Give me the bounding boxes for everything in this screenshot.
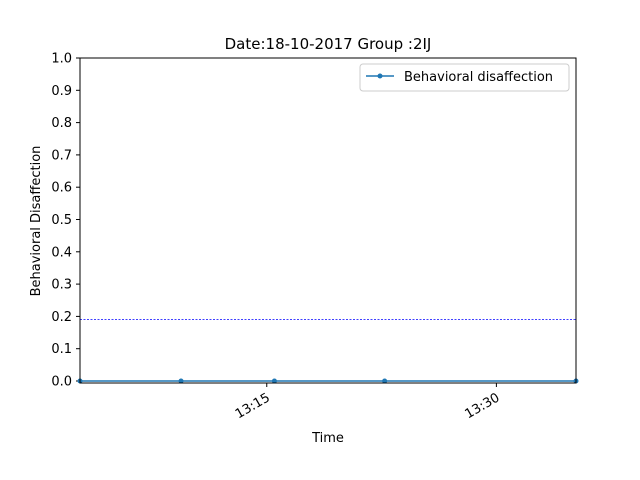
y-tick-label: 0.3 [51, 278, 72, 293]
y-tick-label: 1.0 [51, 52, 72, 67]
y-tick-label: 0.0 [51, 375, 72, 390]
data-point [178, 378, 184, 384]
series-layer [77, 378, 579, 384]
legend-entry-label: Behavioral disaffection [404, 70, 553, 85]
legend: Behavioral disaffection [359, 63, 570, 92]
chart-title: Date:18-10-2017 Group :2IJ [225, 35, 432, 53]
y-axis-ticks: 0.0 0.1 0.2 0.3 0.4 0.5 0.6 0.7 0.8 0.9 1.0 [51, 52, 80, 390]
x-axis-label: Time [311, 431, 344, 446]
data-point [382, 378, 388, 384]
y-tick-label: 0.9 [51, 84, 72, 99]
y-tick-label: 0.5 [51, 213, 72, 228]
y-tick-label: 0.7 [51, 148, 72, 163]
y-axis-label: Behavioral Disaffection [29, 146, 44, 297]
y-tick-label: 0.4 [51, 245, 72, 260]
y-tick-label: 0.2 [51, 310, 72, 325]
data-point [271, 378, 277, 384]
legend-box [359, 63, 570, 92]
y-tick-label: 0.1 [51, 342, 72, 357]
y-tick-label: 0.6 [51, 181, 72, 196]
y-tick-label: 0.8 [51, 116, 72, 131]
legend-marker-sample [377, 73, 383, 79]
plot-area-frame [79, 57, 577, 384]
